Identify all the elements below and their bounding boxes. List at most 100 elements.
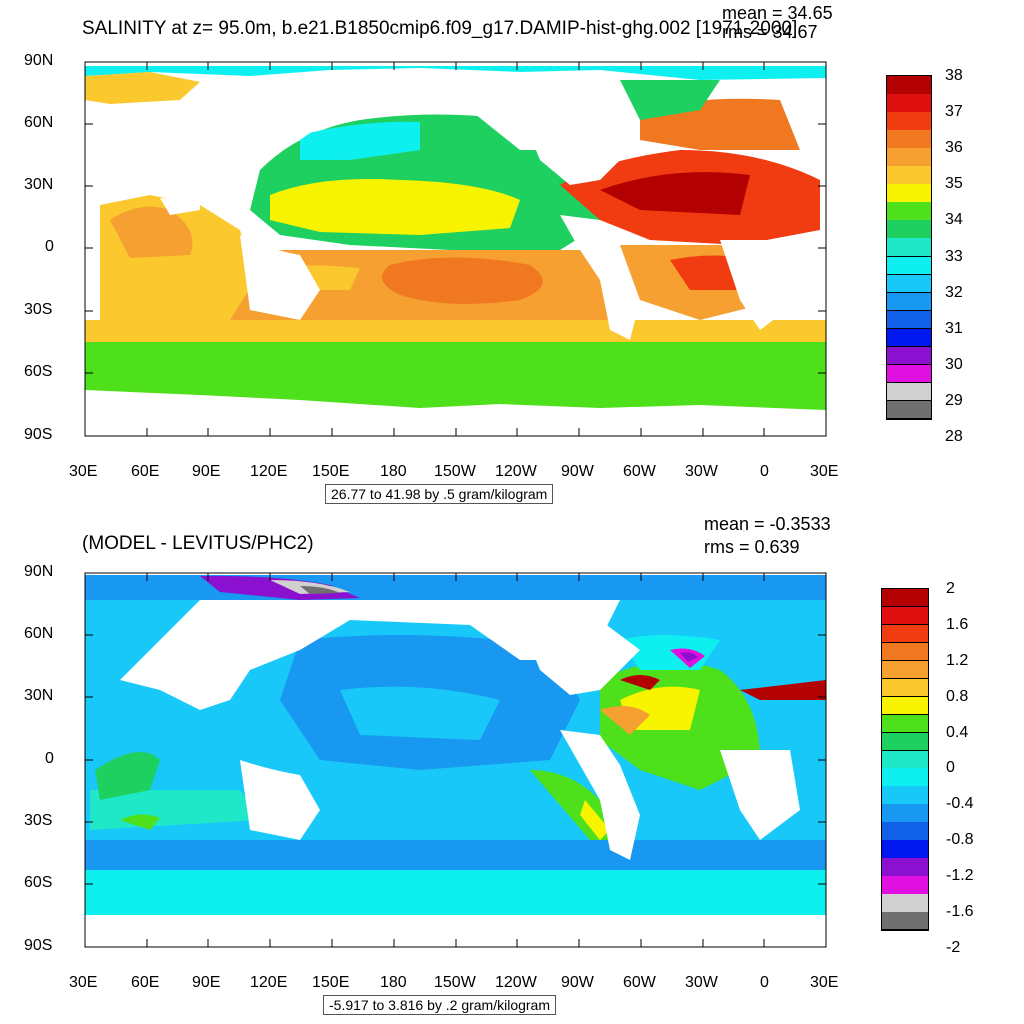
top-range-label: 26.77 to 41.98 by .5 gram/kilogram	[325, 484, 554, 504]
bottom-lon-label: 90E	[192, 974, 221, 991]
bottom-lon-label: 150E	[312, 974, 350, 991]
bottom-lat-label: 0	[45, 750, 54, 767]
colorbar-swatch	[887, 400, 931, 420]
colorbar-swatch	[882, 840, 928, 859]
colorbar-swatch	[882, 876, 928, 895]
top-lat-label: 30S	[24, 301, 53, 318]
top-lon-label: 60W	[623, 463, 656, 480]
colorbar-tick-label: 34	[945, 211, 963, 229]
top-map	[84, 61, 827, 437]
colorbar-swatch	[887, 166, 931, 185]
colorbar-swatch	[882, 750, 928, 769]
top-lon-label: 150W	[434, 463, 476, 480]
top-lat-label: 0	[45, 238, 54, 255]
colorbar-tick-label: 38	[945, 67, 963, 84]
top-ticks	[84, 61, 827, 437]
top-lat-label: 90S	[24, 426, 53, 443]
top-lon-label: 30E	[810, 463, 839, 480]
colorbar-swatch	[882, 768, 928, 787]
bottom-ticks	[84, 572, 827, 948]
bottom-range-label: -5.917 to 3.816 by .2 gram/kilogram	[323, 995, 557, 1015]
colorbar-tick-label: 2	[946, 580, 955, 597]
top-lat-label: 60S	[24, 363, 53, 380]
colorbar-tick-label: 0.4	[946, 723, 969, 741]
top-lon-label: 120E	[250, 463, 288, 480]
bottom-lon-label: 30W	[685, 974, 718, 991]
bottom-lon-label: 120E	[250, 974, 288, 991]
colorbar-tick-label: -0.8	[946, 831, 974, 849]
top-lon-label: 0	[760, 463, 769, 480]
bottom-mean-label: mean = -0.3533	[704, 514, 831, 534]
colorbar-swatch	[882, 912, 928, 931]
bottom-lat-label: 60N	[24, 625, 54, 642]
bottom-lon-label: 60W	[623, 974, 656, 991]
colorbar-swatch	[882, 660, 928, 680]
colorbar-swatch	[882, 589, 928, 608]
colorbar-tick-label: 37	[945, 103, 963, 121]
colorbar-tick-label: 0	[946, 759, 955, 777]
colorbar-tick-label: 30	[945, 355, 963, 373]
bottom-rms-label: rms = 0.639	[704, 537, 800, 557]
bottom-colorbar	[881, 588, 929, 931]
bottom-lat-label: 90N	[24, 563, 54, 580]
bottom-lat-label: 90S	[24, 937, 53, 954]
top-lon-label: 30W	[685, 463, 718, 480]
top-lat-label: 90N	[24, 52, 54, 69]
colorbar-tick-label: 0.8	[946, 687, 969, 705]
bottom-panel-title: (MODEL - LEVITUS/PHC2)	[82, 533, 314, 554]
southern-ocean	[85, 342, 826, 410]
top-panel-title: SALINITY at z= 95.0m, b.e21.B1850cmip6.f…	[82, 18, 798, 39]
bottom-lon-label: 30E	[69, 974, 98, 991]
colorbar-tick-label: 32	[945, 283, 963, 301]
colorbar-swatch	[887, 220, 931, 239]
colorbar-swatch	[887, 364, 931, 384]
colorbar-tick-label: -2	[946, 938, 961, 956]
colorbar-swatch	[882, 642, 928, 662]
colorbar-swatch	[882, 624, 928, 644]
top-lon-label: 120W	[495, 463, 537, 480]
top-colorbar	[886, 75, 932, 420]
colorbar-swatch	[882, 822, 928, 841]
top-lon-label: 30E	[69, 463, 98, 480]
colorbar-tick-label: 29	[945, 391, 963, 409]
colorbar-tick-label: 36	[945, 139, 963, 157]
bottom-lon-label: 150W	[434, 974, 476, 991]
colorbar-tick-label: -1.6	[946, 903, 974, 921]
colorbar-tick-label: 1.6	[946, 615, 969, 633]
colorbar-swatch	[882, 606, 928, 626]
top-lon-label: 60E	[131, 463, 160, 480]
colorbar-swatch	[887, 112, 931, 131]
bottom-lat-label: 30N	[24, 687, 54, 704]
colorbar-swatch	[882, 732, 928, 752]
top-lon-label: 150E	[312, 463, 350, 480]
bottom-lon-label: 60E	[131, 974, 160, 991]
bottom-lon-label: 120W	[495, 974, 537, 991]
top-lon-label: 180	[380, 463, 407, 480]
colorbar-tick-label: 1.2	[946, 651, 969, 669]
top-lon-label: 90E	[192, 463, 221, 480]
top-lat-label: 30N	[24, 176, 54, 193]
colorbar-tick-label: 35	[945, 175, 963, 193]
bottom-lon-label: 0	[760, 974, 769, 991]
colorbar-swatch	[882, 894, 928, 913]
colorbar-tick-label: 31	[945, 319, 963, 337]
top-mean-label: mean = 34.65	[722, 3, 833, 23]
colorbar-tick-label: -0.4	[946, 795, 974, 813]
colorbar-tick-label: 33	[945, 247, 963, 265]
bottom-lat-label: 60S	[24, 874, 53, 891]
top-rms-label: rms = 34.67	[722, 22, 818, 42]
bottom-lon-label: 90W	[561, 974, 594, 991]
colorbar-swatch	[882, 714, 928, 734]
colorbar-swatch	[882, 678, 928, 698]
colorbar-swatch	[887, 310, 931, 330]
colorbar-swatch	[882, 786, 928, 805]
bottom-lon-label: 180	[380, 974, 407, 991]
bottom-lat-label: 30S	[24, 812, 53, 829]
colorbar-swatch	[882, 804, 928, 823]
colorbar-swatch	[882, 696, 928, 716]
colorbar-tick-label: -1.2	[946, 867, 974, 885]
top-lat-label: 60N	[24, 114, 54, 131]
top-lon-label: 90W	[561, 463, 594, 480]
colorbar-swatch	[887, 256, 931, 276]
